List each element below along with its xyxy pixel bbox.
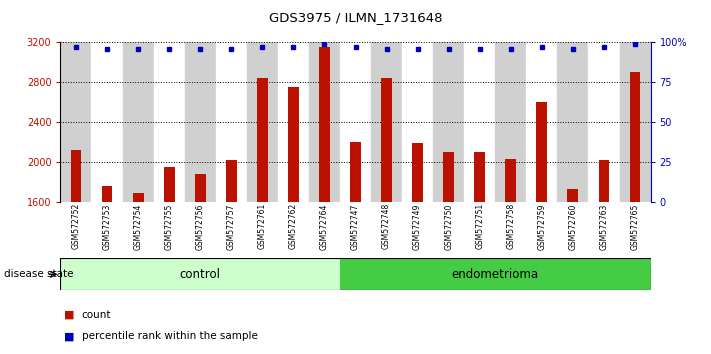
Bar: [536, 102, 547, 354]
Bar: [340, 42, 371, 202]
Bar: [257, 78, 268, 354]
Bar: [92, 42, 122, 202]
Bar: [599, 160, 609, 354]
Bar: [567, 189, 578, 354]
Bar: [278, 42, 309, 202]
Bar: [619, 42, 651, 202]
Bar: [154, 42, 185, 202]
Bar: [164, 167, 175, 354]
Bar: [60, 42, 92, 202]
Bar: [122, 42, 154, 202]
Bar: [506, 159, 516, 354]
Bar: [102, 186, 112, 354]
Bar: [133, 193, 144, 354]
Bar: [195, 174, 205, 354]
Bar: [464, 42, 496, 202]
Bar: [496, 42, 526, 202]
Text: ■: ■: [64, 331, 75, 341]
Text: percentile rank within the sample: percentile rank within the sample: [82, 331, 257, 341]
Bar: [70, 150, 81, 354]
Bar: [433, 42, 464, 202]
Bar: [443, 152, 454, 354]
Text: ■: ■: [64, 310, 75, 320]
Text: control: control: [180, 268, 220, 281]
Bar: [185, 42, 215, 202]
Bar: [215, 42, 247, 202]
Bar: [381, 78, 392, 354]
Text: count: count: [82, 310, 111, 320]
Bar: [226, 160, 237, 354]
Text: endometrioma: endometrioma: [451, 268, 539, 281]
Bar: [319, 47, 330, 354]
Bar: [288, 87, 299, 354]
Bar: [630, 72, 641, 354]
Bar: [557, 42, 589, 202]
Bar: [247, 42, 278, 202]
Text: GDS3975 / ILMN_1731648: GDS3975 / ILMN_1731648: [269, 11, 442, 24]
Bar: [589, 42, 619, 202]
Bar: [474, 152, 485, 354]
Bar: [402, 42, 433, 202]
Bar: [412, 143, 423, 354]
Text: disease state: disease state: [4, 269, 73, 279]
Bar: [371, 42, 402, 202]
Bar: [350, 142, 361, 354]
Bar: [309, 42, 340, 202]
Bar: [340, 258, 651, 290]
Bar: [60, 258, 340, 290]
Bar: [526, 42, 557, 202]
